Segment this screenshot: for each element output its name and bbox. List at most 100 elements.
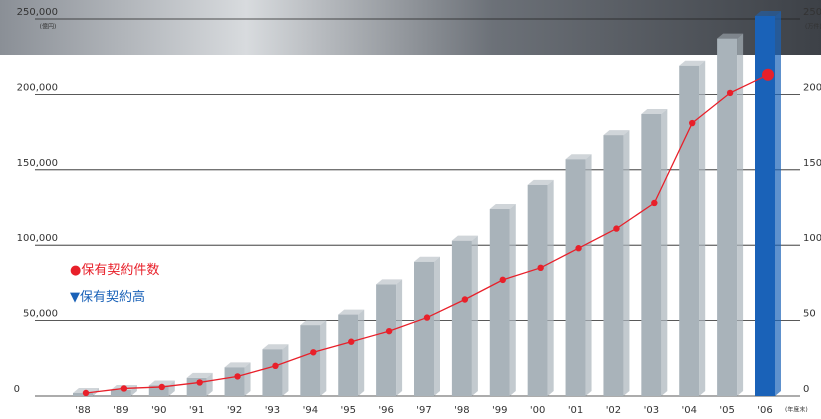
bar-top [679,60,706,66]
bar-side [623,130,630,396]
bar-top [300,320,327,326]
x-tick-label: '01 [568,405,583,416]
legend-bar: ▼保有契約高 [70,289,145,305]
bar-top [338,309,365,315]
bar-side [585,154,592,396]
y-tick-label: 150,000 [17,158,58,169]
bar-top [603,130,630,136]
line-point [575,245,582,252]
bar [451,240,472,396]
bar-top [376,279,403,285]
x-tick-label: '98 [454,405,469,416]
bar-top [755,10,781,16]
x-tick-label: '00 [530,405,545,416]
x-tick-label: '93 [265,405,280,416]
bar-side [282,344,289,396]
x-unit: (年度末) [785,406,808,414]
line-point [423,314,431,321]
line-point [537,264,544,272]
line-point [499,276,506,284]
line-point [196,379,203,386]
y-tick-label: 50,000 [23,309,58,320]
bar-side [358,309,365,396]
x-tick-label: '05 [719,405,734,416]
y2-tick-label: 100 [803,233,821,244]
y-tick-label: 250,000 [17,7,58,18]
x-tick-label: '89 [113,405,128,416]
x-tick-label: '94 [303,405,318,416]
line-point [158,383,165,391]
bar-side [509,204,516,396]
bar-top [489,204,516,210]
bar [338,314,359,396]
bar [641,114,662,396]
bar-side [396,279,403,396]
y2-tick-label: 250 [803,7,821,18]
x-tick-label: '91 [189,405,204,416]
bar-side [737,33,744,396]
line-point [762,68,774,81]
bar-side [471,235,478,396]
bar-top [224,362,251,368]
bar [527,184,548,396]
bar-top [148,380,175,386]
bar [186,377,207,396]
bar [489,209,510,396]
x-tick-label: '06 [757,405,772,416]
bar-top [414,256,440,262]
bar-top [451,235,478,241]
bar-top [565,154,592,160]
bar [262,349,283,396]
bar [717,38,738,396]
bar [603,135,624,396]
bar-side [206,372,213,396]
bar [148,385,169,396]
line-point [82,389,90,397]
header-photo [0,0,821,55]
x-tick-label: '99 [492,405,507,416]
bar [414,261,434,396]
x-tick-label: '95 [340,405,355,416]
x-tick-label: '88 [75,405,90,416]
y-tick-label: 100,000 [17,233,58,244]
line-point [234,373,241,380]
x-tick-label: '96 [378,405,393,416]
bar [110,389,131,396]
line-point [385,327,393,335]
line-point [120,385,128,392]
line-point [726,89,734,97]
x-tick-label: '97 [416,405,431,416]
bar [73,392,93,396]
x-tick-label: '04 [681,405,696,416]
line-point [310,349,317,356]
y2-unit: (万件) [805,23,821,31]
line-point [613,225,620,232]
bar-side [661,109,668,396]
x-tick-label: '02 [606,405,621,416]
bar-side [168,380,175,396]
bar-top [186,372,213,378]
bar-top [527,179,554,185]
x-tick-label: '90 [151,405,166,416]
y2-tick-label: 200 [803,82,821,93]
bar-side [320,320,327,396]
line-point [651,199,658,207]
bar [376,284,397,396]
bar-side [547,179,554,396]
bar-side [699,60,706,397]
bar-side [434,256,440,396]
bar-side [244,362,251,396]
x-tick-label: '03 [644,405,659,416]
bar [565,159,586,396]
bar [679,65,700,397]
y-tick-label: 200,000 [17,82,58,93]
x-tick-label: '92 [227,405,242,416]
line-point [348,338,355,345]
bar [755,15,775,396]
y2-tick-label: 0 [803,384,809,395]
bar-top [641,109,668,115]
bar [300,325,321,396]
bar-top [262,344,289,350]
line-point [461,296,469,303]
